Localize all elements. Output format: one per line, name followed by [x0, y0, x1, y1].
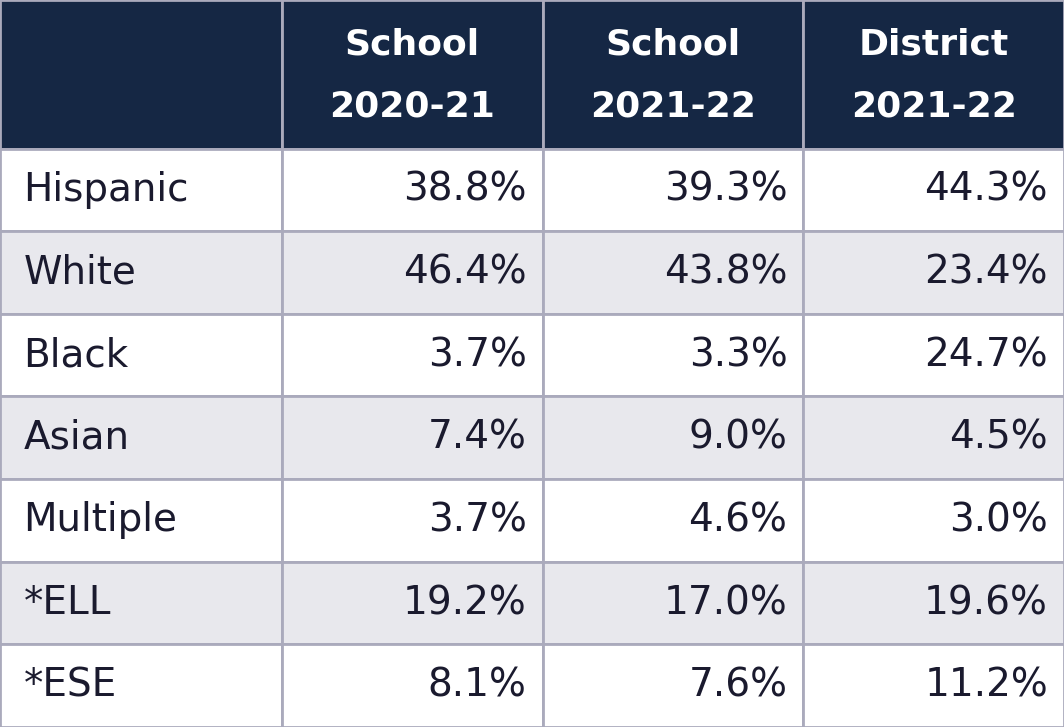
Bar [803, 479, 1064, 562]
Text: *ELL: *ELL [23, 584, 111, 622]
Text: 8.1%: 8.1% [428, 667, 527, 704]
Text: 3.7%: 3.7% [428, 502, 527, 539]
Bar [282, 0, 543, 148]
Text: 4.5%: 4.5% [949, 419, 1048, 457]
Bar [803, 231, 1064, 314]
Bar [282, 644, 543, 727]
Bar [803, 314, 1064, 396]
Text: 39.3%: 39.3% [664, 171, 787, 209]
Bar [543, 148, 803, 231]
Bar [543, 479, 803, 562]
Bar [0, 644, 282, 727]
Text: 3.0%: 3.0% [949, 502, 1048, 539]
Bar [543, 644, 803, 727]
Text: 17.0%: 17.0% [664, 584, 787, 622]
Bar [0, 231, 282, 314]
Bar [0, 148, 282, 231]
Bar [803, 562, 1064, 644]
Text: 3.3%: 3.3% [688, 336, 787, 374]
Bar [282, 314, 543, 396]
Bar [282, 396, 543, 479]
Bar [543, 231, 803, 314]
Text: 43.8%: 43.8% [664, 254, 787, 292]
Bar [282, 562, 543, 644]
Text: Multiple: Multiple [23, 502, 178, 539]
Text: District: District [859, 28, 1009, 62]
Text: 7.6%: 7.6% [688, 667, 787, 704]
Text: 46.4%: 46.4% [403, 254, 527, 292]
Text: 11.2%: 11.2% [925, 667, 1048, 704]
Text: 2020-21: 2020-21 [330, 90, 495, 124]
Bar [543, 0, 803, 148]
Text: 9.0%: 9.0% [688, 419, 787, 457]
Text: School: School [605, 28, 741, 62]
Bar [803, 644, 1064, 727]
Bar [803, 396, 1064, 479]
Bar [543, 562, 803, 644]
Text: 2021-22: 2021-22 [851, 90, 1016, 124]
Text: 7.4%: 7.4% [428, 419, 527, 457]
Text: 19.2%: 19.2% [403, 584, 527, 622]
Text: Hispanic: Hispanic [23, 171, 189, 209]
Bar [0, 314, 282, 396]
Text: White: White [23, 254, 136, 292]
Bar [803, 148, 1064, 231]
Text: 2021-22: 2021-22 [591, 90, 755, 124]
Bar [0, 562, 282, 644]
Text: 4.6%: 4.6% [688, 502, 787, 539]
Bar [0, 396, 282, 479]
Bar [282, 479, 543, 562]
Text: 3.7%: 3.7% [428, 336, 527, 374]
Text: 38.8%: 38.8% [403, 171, 527, 209]
Bar [543, 314, 803, 396]
Text: 44.3%: 44.3% [925, 171, 1048, 209]
Text: Asian: Asian [23, 419, 130, 457]
Text: Black: Black [23, 336, 129, 374]
Text: 19.6%: 19.6% [925, 584, 1048, 622]
Bar [0, 0, 282, 148]
Bar [282, 231, 543, 314]
Text: School: School [345, 28, 480, 62]
Bar [282, 148, 543, 231]
Bar [543, 396, 803, 479]
Bar [803, 0, 1064, 148]
Text: 24.7%: 24.7% [925, 336, 1048, 374]
Text: 23.4%: 23.4% [925, 254, 1048, 292]
Bar [0, 479, 282, 562]
Text: *ESE: *ESE [23, 667, 117, 704]
